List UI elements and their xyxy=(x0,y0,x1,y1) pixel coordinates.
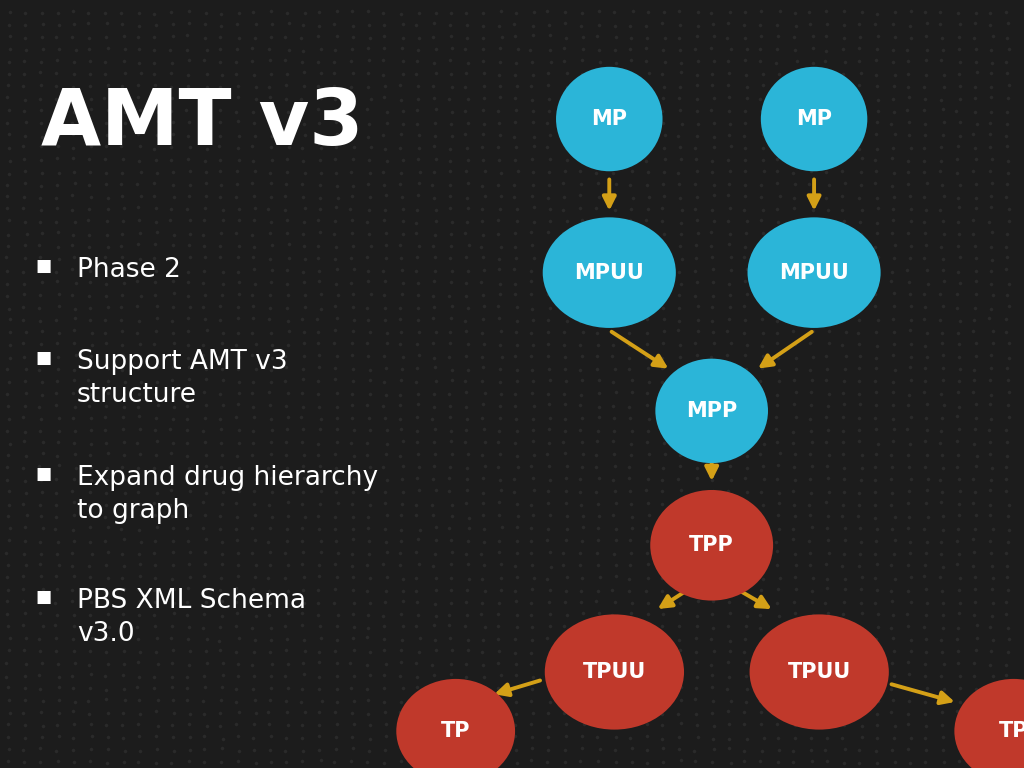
Ellipse shape xyxy=(543,217,676,328)
Text: MPP: MPP xyxy=(686,401,737,421)
Ellipse shape xyxy=(396,679,515,768)
Text: AMT v3: AMT v3 xyxy=(41,85,364,161)
Text: MP: MP xyxy=(591,109,628,129)
Text: MP: MP xyxy=(796,109,833,129)
Ellipse shape xyxy=(556,67,663,171)
Ellipse shape xyxy=(545,614,684,730)
Text: MPUU: MPUU xyxy=(779,263,849,283)
Ellipse shape xyxy=(761,67,867,171)
Text: ■: ■ xyxy=(36,465,52,482)
Text: ■: ■ xyxy=(36,257,52,275)
Text: Expand drug hierarchy
to graph: Expand drug hierarchy to graph xyxy=(77,465,378,524)
Text: PBS XML Schema
v3.0: PBS XML Schema v3.0 xyxy=(77,588,306,647)
Text: Support AMT v3
structure: Support AMT v3 structure xyxy=(77,349,288,409)
Ellipse shape xyxy=(650,490,773,601)
Text: TPP: TPP xyxy=(689,535,734,555)
Text: MPUU: MPUU xyxy=(574,263,644,283)
Text: Phase 2: Phase 2 xyxy=(77,257,180,283)
Text: TPUU: TPUU xyxy=(787,662,851,682)
Text: TPUU: TPUU xyxy=(583,662,646,682)
Ellipse shape xyxy=(655,359,768,463)
Text: ■: ■ xyxy=(36,588,52,605)
Ellipse shape xyxy=(748,217,881,328)
Ellipse shape xyxy=(954,679,1024,768)
Text: TP: TP xyxy=(999,721,1024,741)
Text: ■: ■ xyxy=(36,349,52,367)
Ellipse shape xyxy=(750,614,889,730)
Text: TP: TP xyxy=(441,721,470,741)
